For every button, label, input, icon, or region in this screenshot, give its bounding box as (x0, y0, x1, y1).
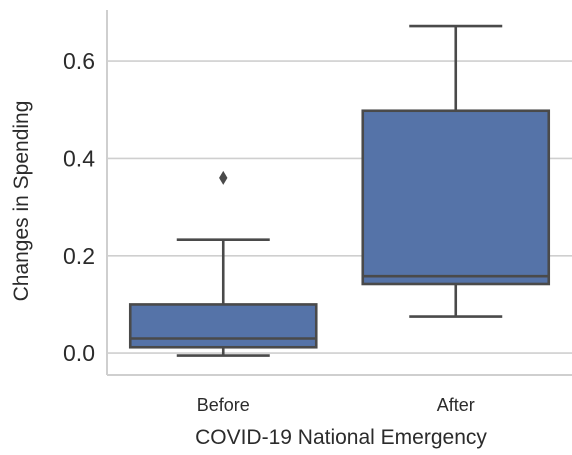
outlier-point (219, 170, 228, 185)
x-tick-labels: Before After (197, 395, 475, 415)
box-group (361, 24, 551, 318)
y-tick-label: 0.6 (63, 48, 95, 74)
plot-frame (106, 10, 572, 376)
iqr-box (128, 303, 318, 349)
y-tick-labels: 0.0 0.2 0.4 0.6 (63, 48, 95, 366)
x-tick-label: Before (197, 395, 250, 415)
y-tick-label: 0.2 (63, 243, 95, 269)
y-tick-label: 0.4 (63, 145, 95, 171)
box-group (128, 170, 318, 357)
iqr-box (361, 109, 551, 286)
boxes-layer (128, 24, 551, 357)
y-axis-label: Changes in Spending (10, 101, 33, 302)
y-tick-label: 0.0 (63, 340, 95, 366)
x-axis-label: COVID-19 National Emergency (195, 426, 487, 449)
x-tick-label: After (437, 395, 475, 415)
